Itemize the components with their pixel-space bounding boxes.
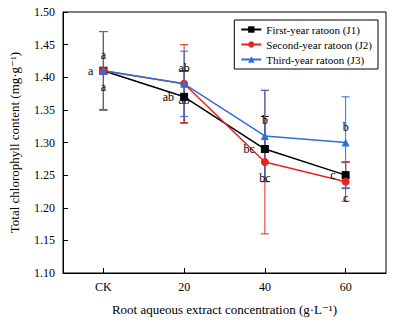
svg-text:40: 40 (259, 280, 271, 294)
svg-text:a: a (101, 80, 107, 94)
svg-text:1.50: 1.50 (34, 5, 55, 19)
svg-text:1.45: 1.45 (34, 38, 55, 52)
svg-text:Total chlorophyll content (mg·: Total chlorophyll content (mg·g⁻¹) (7, 52, 22, 233)
svg-text:b: b (262, 113, 268, 127)
svg-text:a: a (101, 48, 107, 62)
svg-text:20: 20 (178, 280, 190, 294)
svg-text:c: c (330, 168, 335, 182)
svg-text:ab: ab (163, 90, 174, 104)
svg-text:1.40: 1.40 (34, 70, 55, 84)
svg-text:b: b (343, 120, 349, 134)
svg-text:ab: ab (178, 61, 189, 75)
svg-text:1.35: 1.35 (34, 103, 55, 117)
svg-text:1.25: 1.25 (34, 168, 55, 182)
svg-text:1.20: 1.20 (34, 201, 55, 215)
svg-text:1.10: 1.10 (34, 266, 55, 280)
svg-text:Third-year ratoon (J3): Third-year ratoon (J3) (266, 54, 364, 67)
svg-text:c: c (343, 191, 348, 205)
svg-text:bc: bc (244, 142, 255, 156)
svg-text:1.30: 1.30 (34, 136, 55, 150)
svg-text:60: 60 (340, 280, 352, 294)
svg-text:ab: ab (178, 93, 189, 107)
svg-text:1.15: 1.15 (34, 233, 55, 247)
svg-text:Second-year ratoon (J2): Second-year ratoon (J2) (266, 39, 372, 52)
svg-text:a: a (88, 64, 94, 78)
svg-text:CK: CK (95, 280, 112, 294)
svg-text:bc: bc (259, 171, 270, 185)
svg-text:First-year ratoon (J1): First-year ratoon (J1) (266, 24, 360, 37)
svg-text:Root aqueous extract concentra: Root aqueous extract concentration (g·L⁻… (112, 302, 337, 317)
